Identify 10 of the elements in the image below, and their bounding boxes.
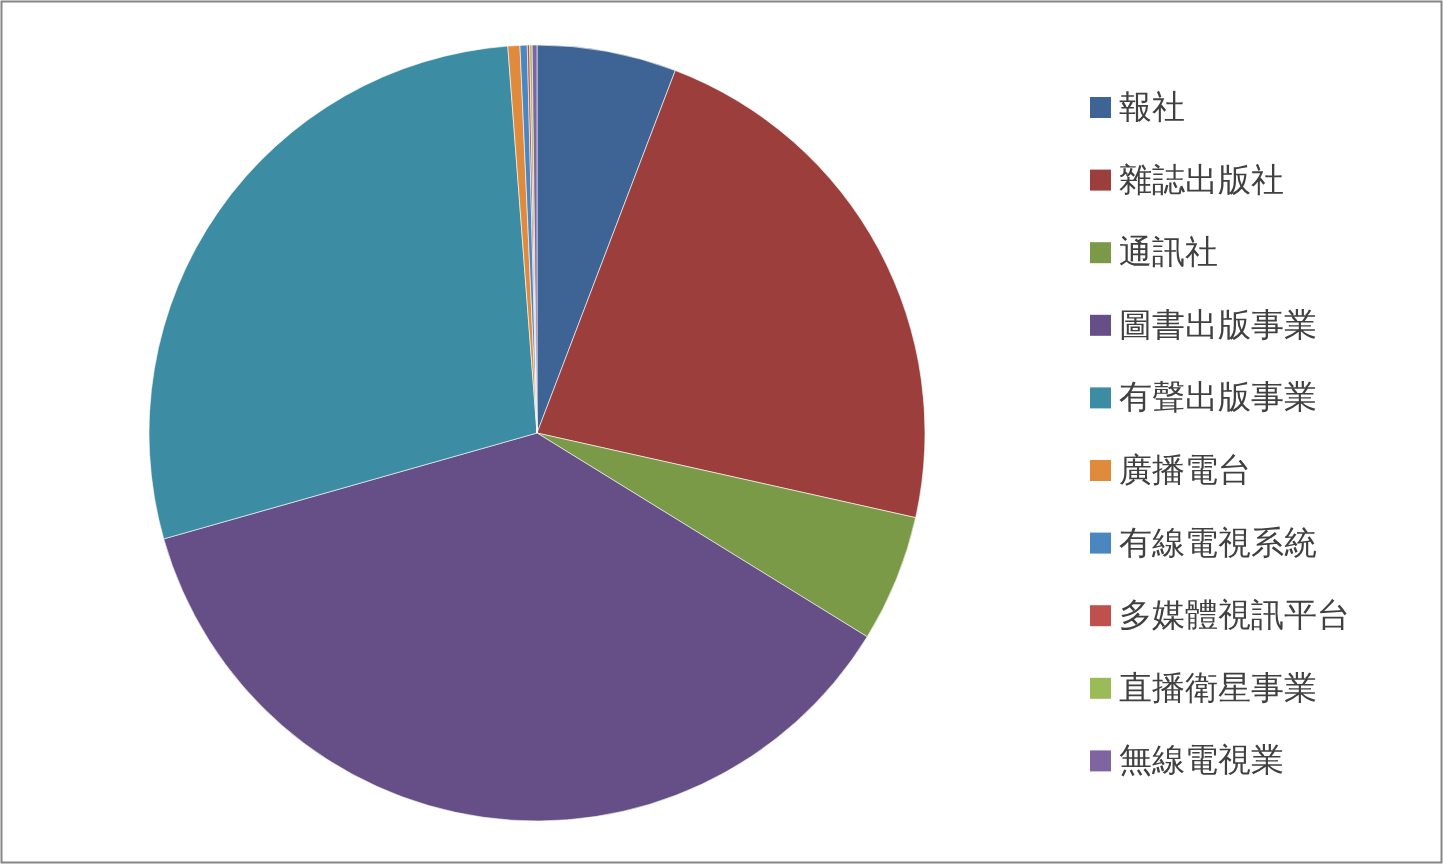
legend-label: 有聲出版事業	[1119, 377, 1317, 417]
legend-label: 廣播電台	[1119, 450, 1251, 489]
legend-label: 無線電視業	[1119, 740, 1284, 780]
legend-label: 報社	[1119, 87, 1185, 126]
legend-label: 多媒體視訊平台	[1119, 595, 1350, 635]
legend-label: 雜誌出版社	[1119, 159, 1284, 199]
legend-label: 有線電視系統	[1119, 522, 1317, 562]
legend-label: 直播衛星事業	[1119, 667, 1317, 707]
legend-label: 通訊社	[1119, 232, 1218, 272]
legend-label: 圖書出版事業	[1119, 304, 1317, 344]
